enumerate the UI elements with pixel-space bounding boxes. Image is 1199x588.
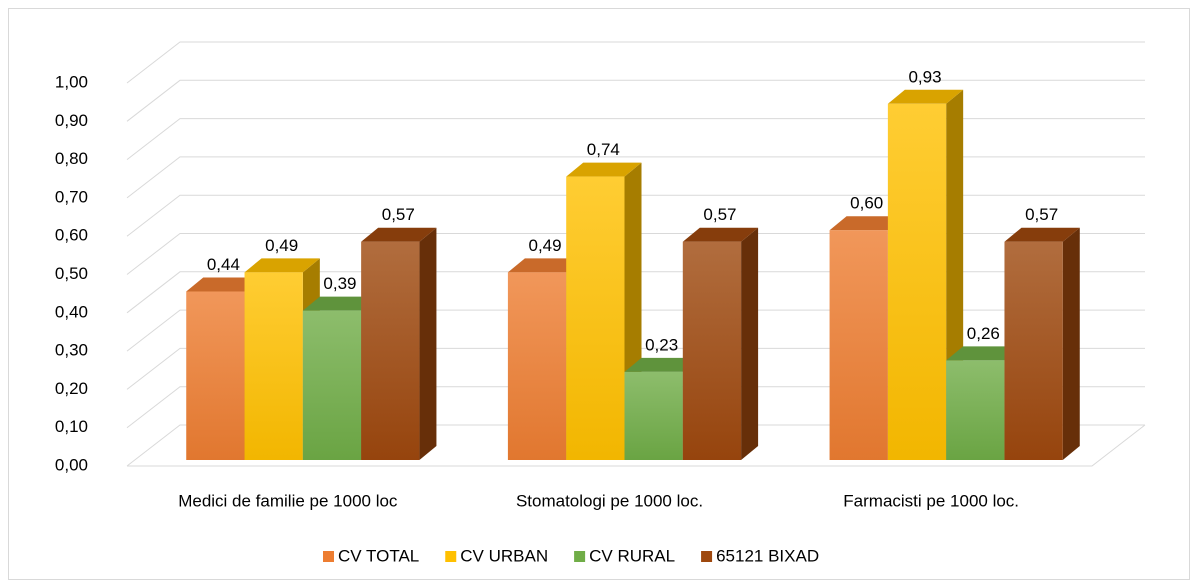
y-tick-label: 0,20 <box>55 379 88 398</box>
floor-edge <box>127 424 1146 467</box>
bar <box>887 103 947 460</box>
y-tick-label: 0,10 <box>55 417 88 436</box>
legend-swatch <box>445 551 457 562</box>
y-tick-label: 0,30 <box>55 341 88 360</box>
grid-line <box>126 118 1145 160</box>
legend-label: CV RURAL <box>589 546 675 565</box>
grid-line <box>126 156 1145 199</box>
grid-line <box>126 41 1145 84</box>
bar <box>244 272 303 460</box>
bar-side <box>741 227 759 460</box>
y-tick-label: 0,60 <box>55 226 88 245</box>
grid-line <box>126 386 1145 429</box>
bar-side <box>1062 227 1080 460</box>
bar-top <box>1004 227 1080 242</box>
data-label: 0,57 <box>703 205 736 224</box>
bar-side <box>419 227 437 460</box>
bar-top <box>186 277 262 292</box>
data-label: 0,93 <box>908 67 941 86</box>
x-tick-label: Farmacisti pe 1000 loc. <box>843 491 1019 510</box>
grid-line <box>126 424 1145 467</box>
bar <box>946 360 1005 460</box>
data-label: 0,23 <box>645 335 678 354</box>
bar-top <box>302 296 379 311</box>
grid-line <box>126 79 1145 122</box>
legend-label: CV URBAN <box>460 546 548 565</box>
bar <box>361 241 420 460</box>
bar-top <box>361 227 437 242</box>
bar-top <box>682 227 759 242</box>
bar-top <box>507 258 584 273</box>
data-label: 0,44 <box>207 255 240 274</box>
bar <box>1004 241 1063 460</box>
grid-line <box>126 271 1145 314</box>
data-label: 0,74 <box>587 140 620 159</box>
y-tick-label: 0,70 <box>55 187 88 206</box>
data-label: 0,57 <box>382 205 415 224</box>
bar-top <box>566 162 642 177</box>
legend-label: 65121 BIXAD <box>716 546 819 565</box>
data-label: 0,49 <box>529 236 562 255</box>
y-tick-label: 0,80 <box>55 149 88 168</box>
bar <box>566 176 625 460</box>
grid-line <box>126 194 1145 237</box>
bar <box>624 371 683 460</box>
x-tick-label: Medici de familie pe 1000 loc <box>178 491 398 510</box>
bar <box>302 310 362 460</box>
legend-swatch <box>574 551 586 562</box>
bar <box>682 241 742 460</box>
grid-line <box>126 309 1145 352</box>
x-tick-label: Stomatologi pe 1000 loc. <box>516 491 703 510</box>
bar-top <box>946 346 1022 361</box>
y-tick-label: 1,00 <box>55 72 88 91</box>
bar-top <box>244 258 320 273</box>
y-tick-label: 0,40 <box>55 302 88 321</box>
y-tick-label: 0,50 <box>55 264 88 283</box>
grid-line <box>126 347 1145 390</box>
data-label: 0,39 <box>323 274 356 293</box>
data-label: 0,49 <box>265 236 298 255</box>
bar <box>829 230 888 460</box>
y-tick-label: 0,90 <box>55 111 88 130</box>
y-tick-label: 0,00 <box>55 455 88 474</box>
legend-swatch <box>323 551 334 562</box>
bar-top <box>887 89 964 104</box>
bar-top <box>829 216 905 231</box>
bar <box>186 291 245 460</box>
legend-swatch <box>701 551 713 562</box>
bar-top <box>624 357 700 372</box>
data-label: 0,60 <box>850 194 883 213</box>
legend-label: CV TOTAL <box>338 546 419 565</box>
data-label: 0,57 <box>1025 205 1058 224</box>
data-label: 0,26 <box>967 324 1000 343</box>
grid-line <box>126 233 1145 275</box>
bar <box>507 272 567 460</box>
